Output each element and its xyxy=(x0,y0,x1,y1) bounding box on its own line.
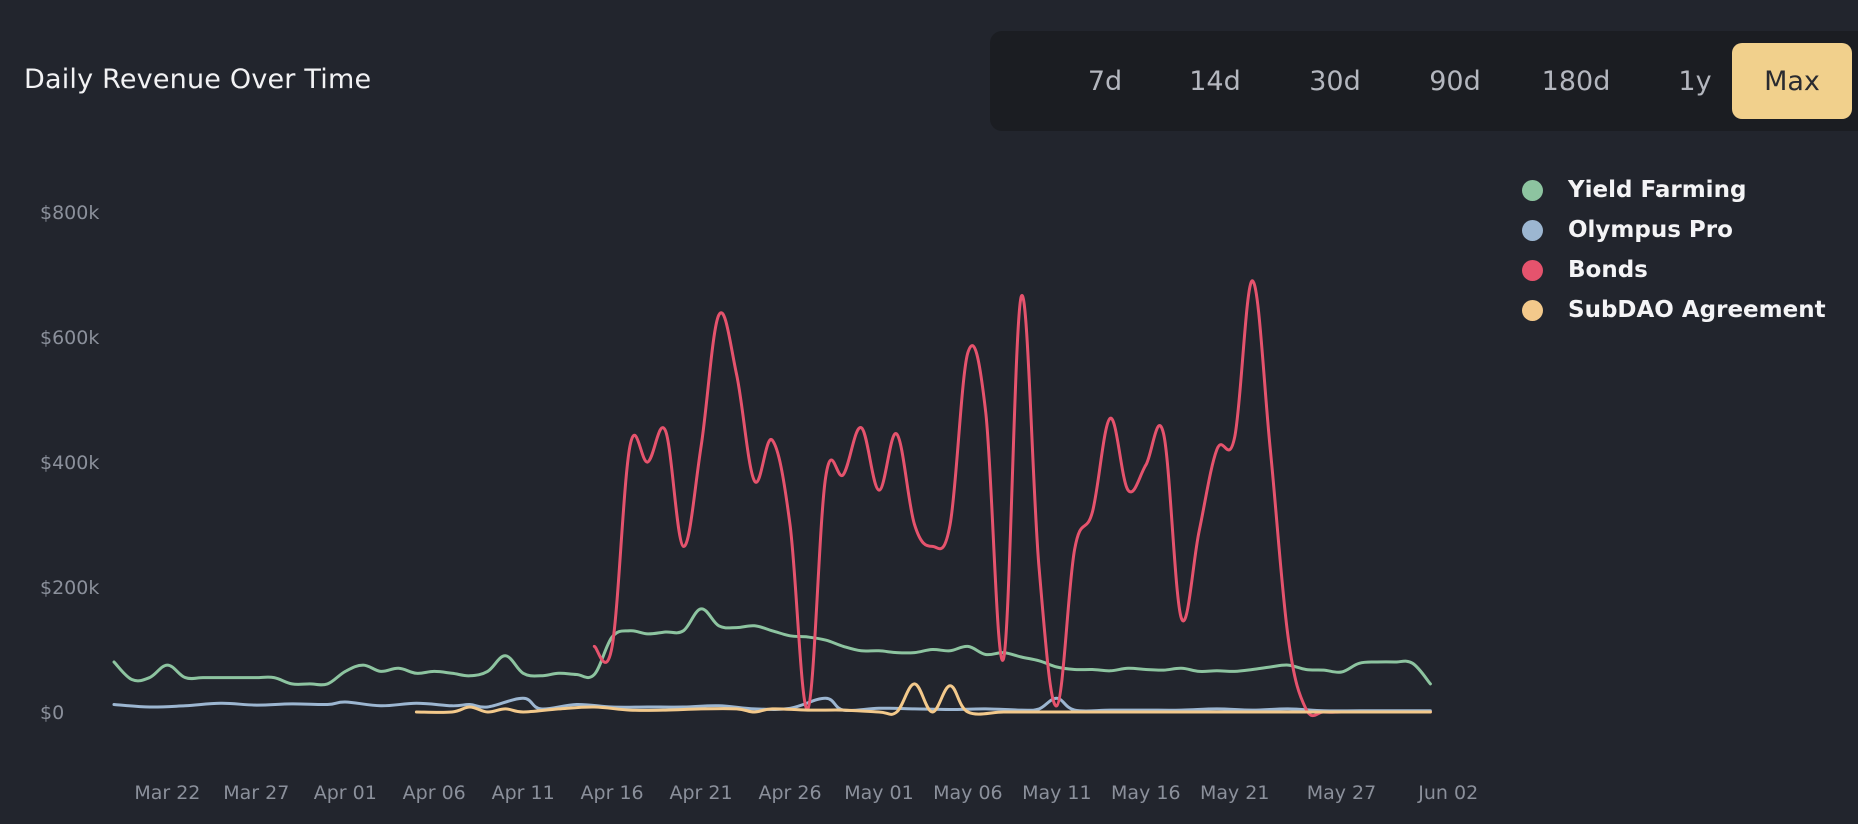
legend-label: SubDAO Agreement xyxy=(1568,297,1826,323)
range-1y-button[interactable]: 1y xyxy=(1678,65,1712,97)
x-tick-label: Apr 21 xyxy=(670,782,733,804)
time-range-selector: 7d 14d 30d 90d 180d 1y Max xyxy=(990,31,1858,131)
range-30d-button[interactable]: 30d xyxy=(1309,65,1361,97)
y-tick-label: $200k xyxy=(40,577,99,599)
range-max-button[interactable]: Max xyxy=(1732,43,1852,119)
legend-dot-olympus-pro xyxy=(1522,219,1543,241)
y-tick-label: $0 xyxy=(40,702,64,724)
x-tick-label: May 16 xyxy=(1111,782,1181,804)
x-tick-label: Apr 11 xyxy=(492,782,555,804)
x-axis: Mar 22 Mar 27 Apr 01 Apr 06 Apr 11 Apr 16 Apr … xyxy=(134,782,1478,804)
series-line-bonds[interactable] xyxy=(592,279,1432,718)
legend-item-yield-farming[interactable]: Yield Farming xyxy=(1522,170,1826,210)
legend-label: Yield Farming xyxy=(1568,177,1747,203)
legend-label: Olympus Pro xyxy=(1568,217,1733,243)
series-lines xyxy=(112,279,1432,718)
legend-item-bonds[interactable]: Bonds xyxy=(1522,250,1826,290)
x-tick-label: Mar 27 xyxy=(223,782,289,804)
chart-title: Daily Revenue Over Time xyxy=(24,64,372,95)
range-7d-button[interactable]: 7d xyxy=(1087,65,1123,97)
x-tick-label: May 01 xyxy=(844,782,914,804)
x-tick-label: Apr 16 xyxy=(581,782,644,804)
x-tick-label: May 06 xyxy=(933,782,1003,804)
series-line-yield-farming[interactable] xyxy=(112,607,1432,687)
legend-dot-yield-farming xyxy=(1522,179,1543,201)
legend-item-olympus-pro[interactable]: Olympus Pro xyxy=(1522,210,1826,250)
y-axis: $0 $200k $400k $600k $800k xyxy=(40,202,99,724)
x-tick-label: May 11 xyxy=(1022,782,1092,804)
x-tick-label: May 21 xyxy=(1200,782,1270,804)
x-tick-label: Apr 06 xyxy=(403,782,466,804)
x-tick-label: May 27 xyxy=(1307,782,1377,804)
range-14d-button[interactable]: 14d xyxy=(1189,65,1241,97)
y-tick-label: $800k xyxy=(40,202,99,224)
legend-dot-subdao-agreement xyxy=(1522,299,1543,321)
range-90d-button[interactable]: 90d xyxy=(1429,65,1481,97)
x-tick-label: Jun 02 xyxy=(1417,782,1478,804)
range-180d-button[interactable]: 180d xyxy=(1541,65,1611,97)
y-tick-label: $600k xyxy=(40,327,99,349)
chart-legend: Yield Farming Olympus Pro Bonds SubDAO A… xyxy=(1522,170,1826,330)
legend-item-subdao-agreement[interactable]: SubDAO Agreement xyxy=(1522,290,1826,330)
y-tick-label: $400k xyxy=(40,452,99,474)
legend-label: Bonds xyxy=(1568,257,1648,283)
x-tick-label: Apr 01 xyxy=(314,782,377,804)
legend-dot-bonds xyxy=(1522,259,1543,281)
x-tick-label: Mar 22 xyxy=(134,782,200,804)
x-tick-label: Apr 26 xyxy=(758,782,821,804)
series-line-subdao-agreement[interactable] xyxy=(414,682,1432,716)
